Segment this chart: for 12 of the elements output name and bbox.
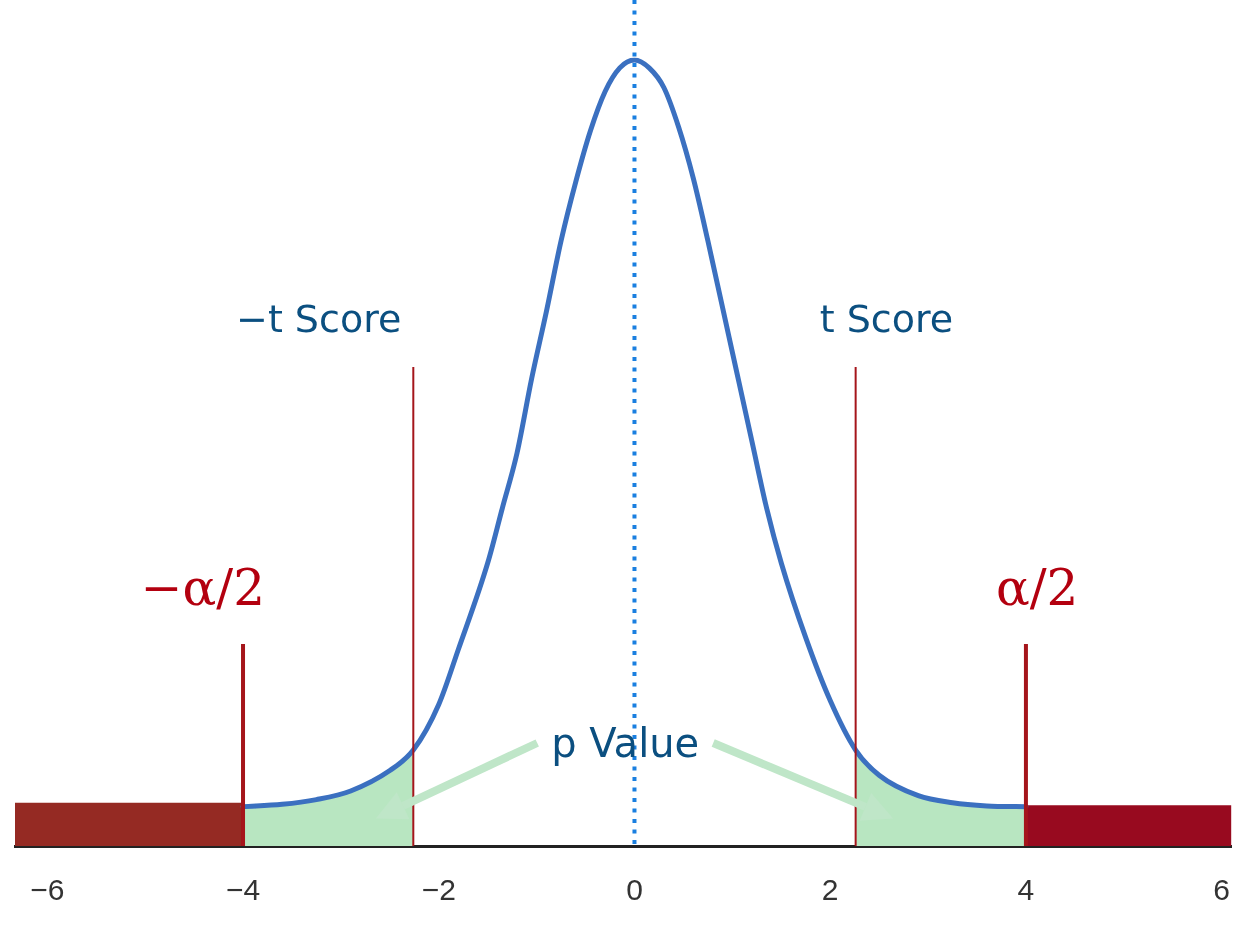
annotation: p Value [551,720,700,767]
x-tick-label: 0 [626,873,643,907]
x-tick-label: 2 [821,873,839,907]
x-tick-label: −4 [225,873,261,907]
x-tick-label: −6 [30,873,65,907]
x-tick-label: 4 [1017,873,1035,907]
ref-line-label: t Score [819,296,954,341]
ref-line-label: α/2 [995,558,1079,617]
ref-line-label: −t Score [236,296,402,341]
x-tick-label: −2 [421,873,456,907]
ref-line-label: −α/2 [140,558,266,617]
x-tick-label: 6 [1213,873,1230,907]
